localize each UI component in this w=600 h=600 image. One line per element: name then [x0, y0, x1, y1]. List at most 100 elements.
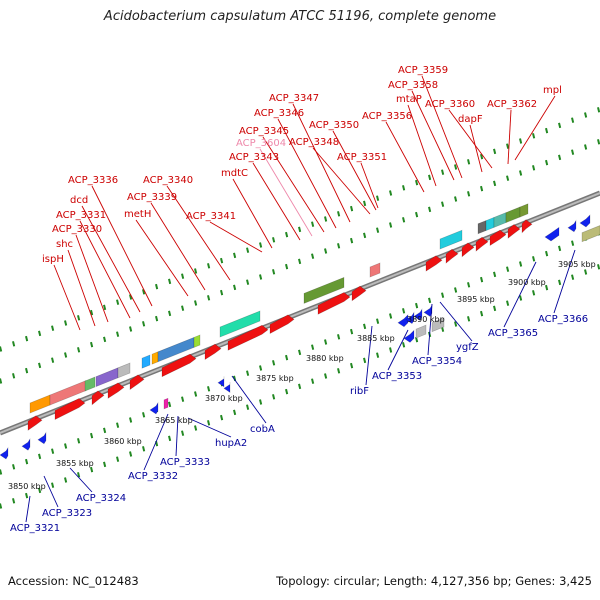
plus-gene-arrow	[475, 236, 489, 252]
minus-feature-block	[415, 324, 427, 339]
plus-gene-label: ACP_3341	[186, 211, 236, 222]
minus-gene-label: ACP_3321	[10, 523, 60, 534]
leader-line	[411, 90, 455, 181]
feature-block	[439, 229, 463, 250]
plus-gene-label: ACP_3345	[239, 126, 289, 137]
leader-line	[91, 185, 153, 307]
scale-tick-label: 3880 kbp	[306, 354, 344, 363]
leader-line	[553, 249, 576, 314]
scale-tick-label: 3895 kbp	[457, 295, 495, 304]
tick-mark	[233, 409, 237, 416]
tick-mark	[415, 302, 419, 309]
plus-gene-label: mtaP	[396, 94, 422, 105]
tick-mark	[246, 247, 250, 253]
tick-mark	[181, 430, 185, 436]
leader-line	[175, 415, 179, 457]
leader-line	[135, 219, 189, 297]
leader-line	[231, 375, 267, 424]
tick-mark	[220, 289, 224, 296]
plus-gene-label: mpl	[543, 85, 562, 96]
minus-gene-label: hupA2	[215, 438, 247, 449]
tick-mark	[324, 339, 328, 345]
plus-gene-arrow	[269, 314, 295, 335]
leader-line	[209, 221, 263, 253]
leader-line	[332, 130, 377, 211]
tick-mark	[506, 300, 510, 306]
tick-mark	[298, 349, 302, 356]
minus-gene-label: ribF	[350, 386, 369, 397]
plus-gene-label: ACP_3347	[269, 93, 319, 104]
tick-mark	[168, 278, 172, 285]
tick-mark	[493, 180, 497, 187]
tick-mark	[324, 216, 328, 222]
minus-feature-block	[581, 225, 600, 243]
tick-mark	[272, 237, 276, 243]
scale-tick-label: 3870 kbp	[205, 394, 243, 403]
tick-mark	[220, 257, 224, 264]
tick-mark	[428, 297, 432, 304]
tick-mark	[116, 456, 120, 462]
tick-mark	[376, 352, 380, 358]
tick-mark	[64, 477, 68, 483]
tick-mark	[12, 464, 16, 470]
leader-line	[514, 95, 556, 161]
minus-gene-arrow	[579, 214, 591, 228]
tick-mark	[207, 420, 211, 426]
minus-gene-arrow	[403, 329, 415, 343]
leader-line	[79, 220, 131, 319]
tick-mark	[558, 154, 562, 161]
scale-tick-label: 3855 kbp	[56, 459, 94, 468]
leader-line	[360, 162, 379, 209]
tick-mark	[38, 330, 42, 337]
tick-mark	[480, 310, 484, 317]
plus-gene-arrow	[204, 343, 222, 361]
tick-mark	[376, 318, 380, 324]
tick-mark	[168, 435, 172, 442]
scale-tick-label: 3900 kbp	[508, 278, 546, 287]
tick-mark	[233, 284, 237, 291]
minus-gene-label: ACP_3365	[488, 328, 538, 339]
minus-gene-arrow	[0, 446, 9, 460]
leader-line	[439, 301, 473, 342]
tick-mark	[194, 268, 198, 274]
tick-mark	[116, 422, 120, 428]
minus-gene-label: ygfZ	[456, 342, 479, 353]
tick-mark	[506, 175, 510, 181]
tick-mark	[402, 308, 406, 314]
leader-line	[166, 185, 231, 281]
minus-feature-block	[163, 397, 169, 410]
plus-gene-arrow	[27, 415, 43, 431]
tick-mark	[298, 226, 302, 233]
tick-mark	[168, 401, 172, 408]
feature-block	[151, 351, 159, 365]
minus-gene-label: ACP_3332	[128, 471, 178, 482]
tick-mark	[38, 362, 42, 369]
leader-line	[81, 205, 141, 313]
leader-line	[25, 495, 31, 523]
tick-mark	[454, 287, 458, 293]
gene-labels: 3850 kbp 3855 kbp 3860 kbp 3865 kbp 3870 kbp…	[8, 65, 596, 534]
tick-mark	[480, 276, 484, 283]
tick-mark	[363, 200, 367, 207]
tick-mark	[519, 295, 523, 301]
tick-mark	[389, 190, 393, 196]
minus-gene-label: ACP_3324	[76, 493, 126, 504]
tick-mark	[519, 261, 523, 267]
tick-mark	[350, 362, 354, 369]
leader-line	[69, 467, 93, 493]
plus-gene-label: ACP_3340	[143, 175, 193, 186]
tick-mark	[0, 469, 3, 475]
plus-gene-arrow	[91, 390, 105, 406]
tick-mark	[103, 336, 107, 343]
scale-tick-label: 3865 kbp	[155, 416, 193, 425]
tick-mark	[545, 159, 549, 166]
strand-tick-lines	[0, 107, 600, 509]
feature-block	[29, 394, 51, 414]
minus-gene-label: ACP_3366	[538, 314, 588, 325]
tick-mark	[402, 342, 406, 348]
tick-mark	[480, 153, 484, 160]
tick-mark	[194, 391, 198, 397]
leader-line	[53, 264, 81, 331]
plus-gene-arrow	[351, 285, 367, 302]
